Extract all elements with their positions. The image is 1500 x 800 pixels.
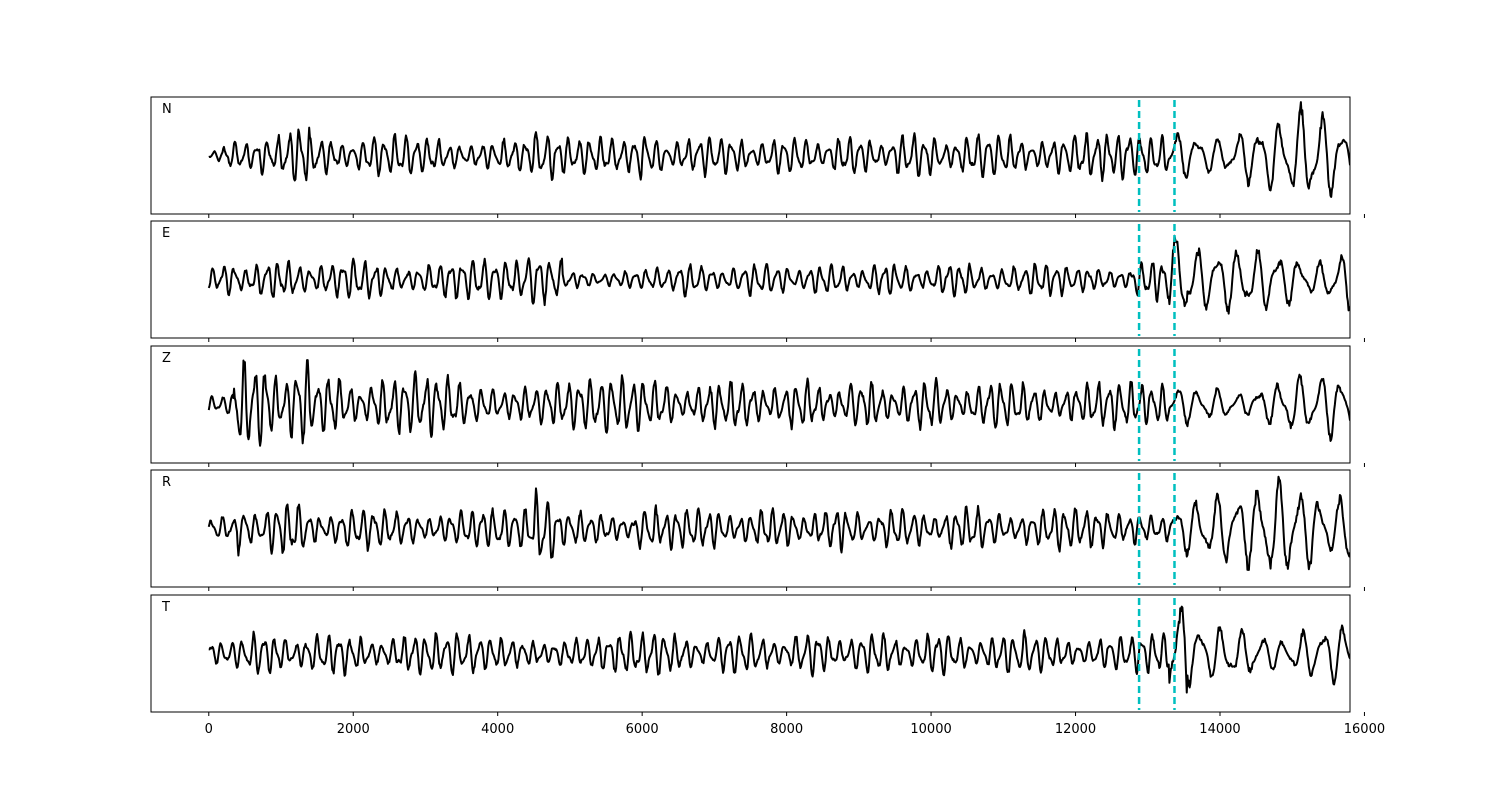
panel-z: Z [150,345,1365,467]
x-tick-label: 4000 [481,722,514,737]
panel-label-e: E [162,226,170,241]
panel-t: T [150,594,1365,716]
panel-frame [150,345,1351,464]
x-tick-label: 12000 [1055,722,1096,737]
panel-label-t: T [161,600,170,615]
panel-e: E [150,220,1365,342]
panel-label-n: N [162,102,172,117]
trace-t [208,605,1350,694]
panel-n: N [150,96,1365,218]
trace-n [208,101,1350,198]
panel-frame [150,469,1351,588]
trace-z [207,359,1350,447]
x-tick-label: 2000 [337,722,370,737]
trace-e [207,234,1350,315]
x-axis: 0 2000 4000 6000 8000 10000 12000 14000 16000 [205,722,1385,737]
panel-label-z: Z [162,351,171,366]
panel-frame [150,594,1351,713]
x-tick-label: 6000 [626,722,659,737]
panel-label-r: R [162,475,171,490]
panel-frame [150,96,1351,215]
panels-layer: N E Z R T [150,96,1365,716]
trace-r [207,475,1350,571]
x-tick-label: 16000 [1344,722,1385,737]
x-tick-label: 8000 [770,722,803,737]
x-tick-label: 14000 [1199,722,1240,737]
panel-r: R [150,469,1365,591]
x-tick-label: 0 [205,722,213,737]
panel-frame [150,220,1351,339]
x-tick-label: 10000 [910,722,951,737]
